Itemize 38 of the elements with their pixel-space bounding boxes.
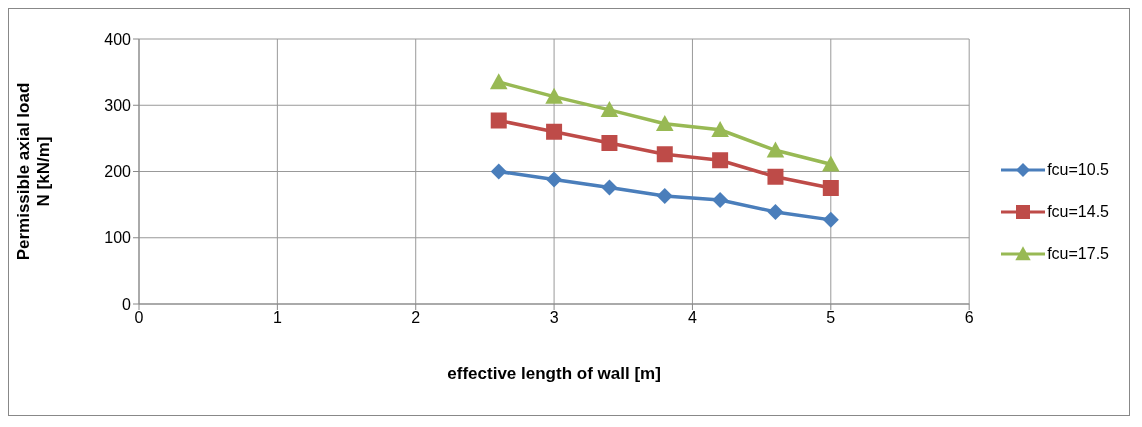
y-tick-label: 400: [104, 30, 132, 48]
point: [546, 123, 563, 140]
x-tick-label: 6: [964, 309, 974, 327]
point: [601, 135, 618, 152]
x-axis-title: effective length of wall [m]: [447, 364, 661, 383]
point: [545, 87, 563, 104]
point: [767, 203, 784, 220]
y-tick-label: 0: [122, 295, 132, 313]
x-tick-label: 3: [549, 309, 559, 327]
point: [822, 211, 839, 228]
point: [822, 180, 839, 197]
point: [600, 101, 619, 118]
y-tick-label: 200: [104, 163, 132, 181]
point: [711, 120, 729, 137]
point: [712, 152, 729, 169]
legend-label: fcu=10.5: [1047, 160, 1109, 179]
point: [655, 115, 674, 131]
point: [766, 141, 785, 158]
point: [656, 146, 673, 163]
y-tick-label: 300: [104, 96, 132, 114]
y-tick-label: 100: [104, 229, 132, 247]
x-tick-label: 1: [272, 309, 282, 327]
legend-label: fcu=17.5: [1047, 244, 1109, 263]
x-tick-label: 2: [411, 309, 421, 327]
x-tick-label: 0: [134, 309, 144, 327]
point: [712, 191, 729, 208]
point: [822, 155, 840, 172]
point: [601, 179, 618, 196]
point: [490, 163, 507, 180]
point: [767, 168, 784, 185]
y-axis-title: Permissible axial load N [kN/m]: [14, 82, 53, 261]
x-tick-label: 5: [826, 309, 836, 327]
legend-label: fcu=14.5: [1047, 202, 1109, 221]
point: [546, 171, 563, 188]
x-tick-label: 4: [687, 309, 697, 327]
point: [656, 188, 673, 205]
point: [490, 112, 507, 129]
point: [489, 73, 508, 90]
